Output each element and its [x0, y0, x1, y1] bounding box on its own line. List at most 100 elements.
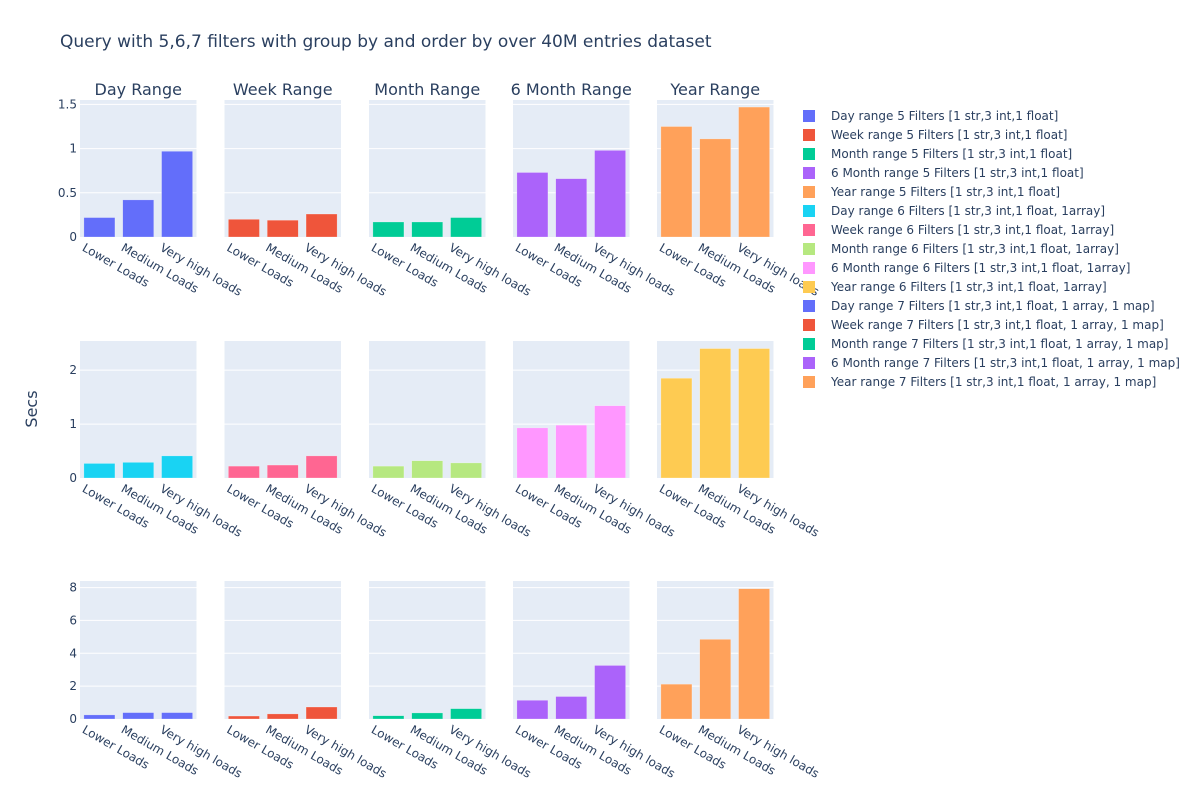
- legend-swatch: [803, 299, 815, 312]
- y-tick-label: 2: [69, 679, 77, 693]
- bar: [516, 700, 549, 720]
- legend-item[interactable]: Day range 5 Filters [1 str,3 int,1 float…: [800, 106, 1180, 125]
- bar: [516, 427, 549, 479]
- bar: [83, 217, 116, 238]
- legend-item[interactable]: Week range 6 Filters [1 str,3 int,1 floa…: [800, 220, 1180, 239]
- y-axis-label: Secs: [22, 390, 41, 427]
- legend-swatch: [803, 185, 815, 198]
- legend-swatch: [803, 375, 815, 388]
- bar: [122, 199, 155, 238]
- y-tick-label: 1.5: [58, 97, 77, 111]
- plot-background: [224, 341, 341, 478]
- legend-label: Year range 5 Filters [1 str,3 int,1 floa…: [831, 184, 1060, 199]
- bar: [594, 405, 626, 479]
- bar: [266, 713, 299, 720]
- legend-swatch: [803, 204, 815, 217]
- bar: [228, 715, 260, 720]
- y-tick-label: 6: [69, 613, 77, 627]
- plot-background: [80, 341, 197, 478]
- legend-item[interactable]: Month range 6 Filters [1 str,3 int,1 flo…: [800, 239, 1180, 258]
- legend-label: Week range 6 Filters [1 str,3 int,1 floa…: [831, 222, 1115, 237]
- legend-swatch: [803, 242, 815, 255]
- bar: [411, 221, 444, 238]
- bar: [699, 138, 732, 238]
- legend-item[interactable]: Month range 7 Filters [1 str,3 int,1 flo…: [800, 334, 1180, 353]
- legend-item[interactable]: Week range 5 Filters [1 str,3 int,1 floa…: [800, 125, 1180, 144]
- legend-swatch: [803, 318, 815, 331]
- bar: [555, 424, 588, 479]
- y-tick-label: 2: [69, 363, 77, 377]
- legend-swatch: [803, 337, 815, 350]
- y-tick-label: 0: [69, 471, 77, 485]
- bar: [305, 213, 338, 238]
- bar: [372, 715, 405, 720]
- legend-label: 6 Month range 5 Filters [1 str,3 int,1 f…: [831, 165, 1084, 180]
- legend: Day range 5 Filters [1 str,3 int,1 float…: [800, 106, 1180, 391]
- y-tick-label: 1: [69, 142, 77, 156]
- bar: [305, 706, 338, 720]
- legend-label: Day range 5 Filters [1 str,3 int,1 float…: [831, 108, 1059, 123]
- bar: [411, 460, 444, 479]
- legend-item[interactable]: Month range 5 Filters [1 str,3 int,1 flo…: [800, 144, 1180, 163]
- bar: [516, 172, 549, 238]
- y-tick-label: 0: [69, 230, 77, 244]
- y-tick-label: 0: [69, 712, 77, 726]
- plot-background: [369, 100, 486, 237]
- bar: [266, 464, 299, 479]
- legend-item[interactable]: Day range 7 Filters [1 str,3 int,1 float…: [800, 296, 1180, 315]
- legend-item[interactable]: Year range 5 Filters [1 str,3 int,1 floa…: [800, 182, 1180, 201]
- bar: [660, 683, 693, 720]
- legend-item[interactable]: Week range 7 Filters [1 str,3 int,1 floa…: [800, 315, 1180, 334]
- legend-label: Week range 7 Filters [1 str,3 int,1 floa…: [831, 317, 1164, 332]
- bar: [594, 665, 626, 720]
- legend-label: 6 Month range 7 Filters [1 str,3 int,1 f…: [831, 355, 1180, 370]
- bar: [450, 708, 482, 720]
- bar: [699, 348, 732, 479]
- bar: [660, 126, 693, 238]
- bar: [228, 219, 260, 238]
- bar: [161, 712, 193, 720]
- y-tick-label: 4: [69, 646, 77, 660]
- bar: [738, 588, 770, 720]
- legend-swatch: [803, 109, 815, 122]
- legend-swatch: [803, 356, 815, 369]
- legend-item[interactable]: 6 Month range 5 Filters [1 str,3 int,1 f…: [800, 163, 1180, 182]
- column-title: Month Range: [374, 80, 480, 99]
- legend-item[interactable]: Day range 6 Filters [1 str,3 int,1 float…: [800, 201, 1180, 220]
- bar: [83, 463, 116, 479]
- plot-background: [369, 581, 486, 719]
- chart-title: Query with 5,6,7 filters with group by a…: [60, 32, 712, 52]
- bar: [594, 150, 626, 238]
- legend-label: Day range 6 Filters [1 str,3 int,1 float…: [831, 203, 1106, 218]
- legend-label: Year range 7 Filters [1 str,3 int,1 floa…: [831, 374, 1157, 389]
- bar: [699, 639, 732, 720]
- legend-swatch: [803, 223, 815, 236]
- bar: [411, 712, 444, 720]
- bar: [450, 217, 482, 238]
- legend-label: Month range 7 Filters [1 str,3 int,1 flo…: [831, 336, 1169, 351]
- legend-label: Month range 6 Filters [1 str,3 int,1 flo…: [831, 241, 1119, 256]
- legend-item[interactable]: 6 Month range 7 Filters [1 str,3 int,1 f…: [800, 353, 1180, 372]
- legend-item[interactable]: 6 Month range 6 Filters [1 str,3 int,1 f…: [800, 258, 1180, 277]
- bar: [738, 106, 770, 238]
- legend-item[interactable]: Year range 6 Filters [1 str,3 int,1 floa…: [800, 277, 1180, 296]
- legend-label: Day range 7 Filters [1 str,3 int,1 float…: [831, 298, 1155, 313]
- legend-swatch: [803, 147, 815, 160]
- legend-label: Month range 5 Filters [1 str,3 int,1 flo…: [831, 146, 1073, 161]
- bar: [555, 178, 588, 238]
- bar: [161, 151, 193, 238]
- legend-label: Year range 6 Filters [1 str,3 int,1 floa…: [831, 279, 1107, 294]
- legend-swatch: [803, 280, 815, 293]
- bar: [660, 377, 693, 479]
- bar: [83, 714, 116, 720]
- bar: [305, 455, 338, 479]
- bar: [228, 465, 260, 479]
- bar: [161, 455, 193, 479]
- legend-item[interactable]: Year range 7 Filters [1 str,3 int,1 floa…: [800, 372, 1180, 391]
- plot-background: [80, 581, 197, 719]
- legend-swatch: [803, 261, 815, 274]
- legend-swatch: [803, 166, 815, 179]
- column-title: Year Range: [669, 80, 760, 99]
- column-title: Week Range: [233, 80, 333, 99]
